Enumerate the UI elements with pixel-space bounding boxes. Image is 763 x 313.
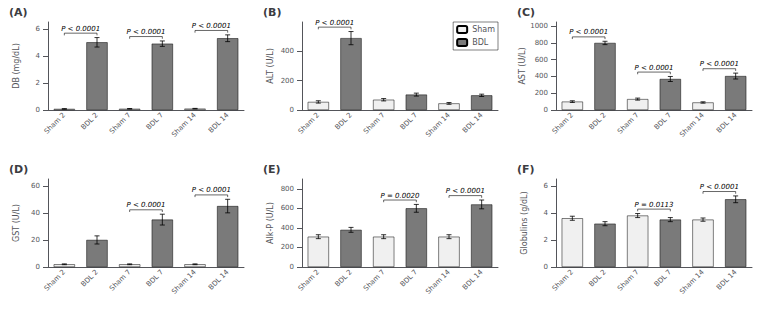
svg-text:60: 60 <box>31 182 40 190</box>
svg-text:BDL 7: BDL 7 <box>653 268 673 288</box>
svg-text:BDL 2: BDL 2 <box>80 268 100 288</box>
svg-text:P < 0.0001: P < 0.0001 <box>192 186 231 194</box>
svg-text:600: 600 <box>535 56 548 64</box>
svg-text:200: 200 <box>281 243 294 251</box>
svg-text:BDL 7: BDL 7 <box>399 111 419 131</box>
svg-text:600: 600 <box>281 204 294 212</box>
svg-text:DB (mg/dL): DB (mg/dL) <box>12 43 21 89</box>
svg-text:BDL 2: BDL 2 <box>334 268 354 288</box>
svg-text:200: 200 <box>535 89 548 97</box>
svg-text:800: 800 <box>281 185 294 193</box>
svg-text:20: 20 <box>31 236 40 244</box>
svg-text:400: 400 <box>281 224 294 232</box>
svg-text:P < 0.0001: P < 0.0001 <box>634 64 673 72</box>
svg-text:BDL 14: BDL 14 <box>207 268 231 292</box>
svg-text:4: 4 <box>544 209 549 217</box>
svg-text:P = 0.0020: P = 0.0020 <box>380 192 420 200</box>
svg-text:Sham 7: Sham 7 <box>362 111 386 135</box>
svg-text:2: 2 <box>36 79 40 87</box>
svg-text:Sham 2: Sham 2 <box>43 111 67 135</box>
svg-text:(A): (A) <box>9 6 28 19</box>
svg-text:Sham 14: Sham 14 <box>678 111 706 139</box>
svg-text:(D): (D) <box>9 163 28 176</box>
svg-text:2: 2 <box>544 236 548 244</box>
svg-text:0: 0 <box>290 106 294 114</box>
svg-text:0: 0 <box>290 263 294 271</box>
svg-text:6: 6 <box>544 182 549 190</box>
svg-text:P < 0.0001: P < 0.0001 <box>700 60 739 68</box>
svg-text:Sham 2: Sham 2 <box>297 111 321 135</box>
svg-text:BDL 14: BDL 14 <box>207 111 231 135</box>
svg-text:Globulins (g/dL): Globulins (g/dL) <box>520 191 529 254</box>
svg-text:BDL 7: BDL 7 <box>653 111 673 131</box>
svg-text:AST (U/L): AST (U/L) <box>518 47 527 84</box>
svg-text:BDL 2: BDL 2 <box>588 268 608 288</box>
svg-text:Sham 14: Sham 14 <box>170 268 198 296</box>
svg-text:200: 200 <box>281 77 294 85</box>
svg-text:BDL 14: BDL 14 <box>715 268 739 292</box>
svg-text:400: 400 <box>535 72 548 80</box>
svg-text:Sham 7: Sham 7 <box>616 268 640 292</box>
svg-text:1000: 1000 <box>530 22 548 30</box>
svg-text:(B): (B) <box>263 6 281 19</box>
svg-text:Sham 14: Sham 14 <box>170 111 198 139</box>
svg-text:6: 6 <box>36 25 41 33</box>
svg-text:800: 800 <box>535 39 548 47</box>
svg-text:Sham 7: Sham 7 <box>616 111 640 135</box>
svg-text:(F): (F) <box>517 163 535 176</box>
svg-text:GST (U/L): GST (U/L) <box>12 204 21 242</box>
svg-text:P < 0.0001: P < 0.0001 <box>446 187 485 195</box>
svg-text:400: 400 <box>281 47 294 55</box>
svg-text:P < 0.0001: P < 0.0001 <box>569 28 608 36</box>
svg-text:P < 0.0001: P < 0.0001 <box>126 28 165 36</box>
svg-text:BDL 14: BDL 14 <box>715 111 739 135</box>
svg-text:0: 0 <box>544 263 548 271</box>
svg-text:BDL 7: BDL 7 <box>145 268 165 288</box>
svg-text:BDL 7: BDL 7 <box>145 111 165 131</box>
svg-text:40: 40 <box>31 209 40 217</box>
svg-text:ALT (U/L): ALT (U/L) <box>266 48 275 84</box>
svg-text:BDL 7: BDL 7 <box>399 268 419 288</box>
svg-text:BDL 14: BDL 14 <box>461 268 485 292</box>
svg-text:Sham 2: Sham 2 <box>551 111 575 135</box>
svg-text:0: 0 <box>544 106 548 114</box>
svg-text:BDL 2: BDL 2 <box>588 111 608 131</box>
svg-text:P < 0.0001: P < 0.0001 <box>61 25 100 33</box>
svg-text:Sham 7: Sham 7 <box>108 111 132 135</box>
svg-text:Sham 2: Sham 2 <box>551 268 575 292</box>
svg-text:P = 0.0113: P = 0.0113 <box>634 201 673 209</box>
svg-text:Sham 2: Sham 2 <box>297 268 321 292</box>
svg-text:(C): (C) <box>517 6 535 19</box>
svg-text:P < 0.0001: P < 0.0001 <box>192 22 231 30</box>
svg-text:P < 0.0001: P < 0.0001 <box>315 19 354 27</box>
svg-text:0: 0 <box>36 263 40 271</box>
svg-text:Sham 14: Sham 14 <box>678 268 706 296</box>
svg-text:BDL 2: BDL 2 <box>334 111 354 131</box>
svg-text:Sham 7: Sham 7 <box>108 268 132 292</box>
svg-text:0: 0 <box>36 106 40 114</box>
svg-text:BDL 14: BDL 14 <box>461 111 485 135</box>
svg-text:Sham 14: Sham 14 <box>424 268 452 296</box>
svg-text:BDL 2: BDL 2 <box>80 111 100 131</box>
svg-text:4: 4 <box>36 52 41 60</box>
svg-text:Alk-P (U/L): Alk-P (U/L) <box>266 202 275 244</box>
svg-text:BDL: BDL <box>472 38 489 47</box>
svg-text:Sham: Sham <box>472 25 495 34</box>
svg-text:P < 0.0001: P < 0.0001 <box>126 201 165 209</box>
svg-text:Sham 2: Sham 2 <box>43 268 67 292</box>
svg-text:(E): (E) <box>263 163 281 176</box>
svg-text:Sham 7: Sham 7 <box>362 268 386 292</box>
svg-text:Sham 14: Sham 14 <box>424 111 452 139</box>
svg-text:P < 0.0001: P < 0.0001 <box>700 183 739 191</box>
